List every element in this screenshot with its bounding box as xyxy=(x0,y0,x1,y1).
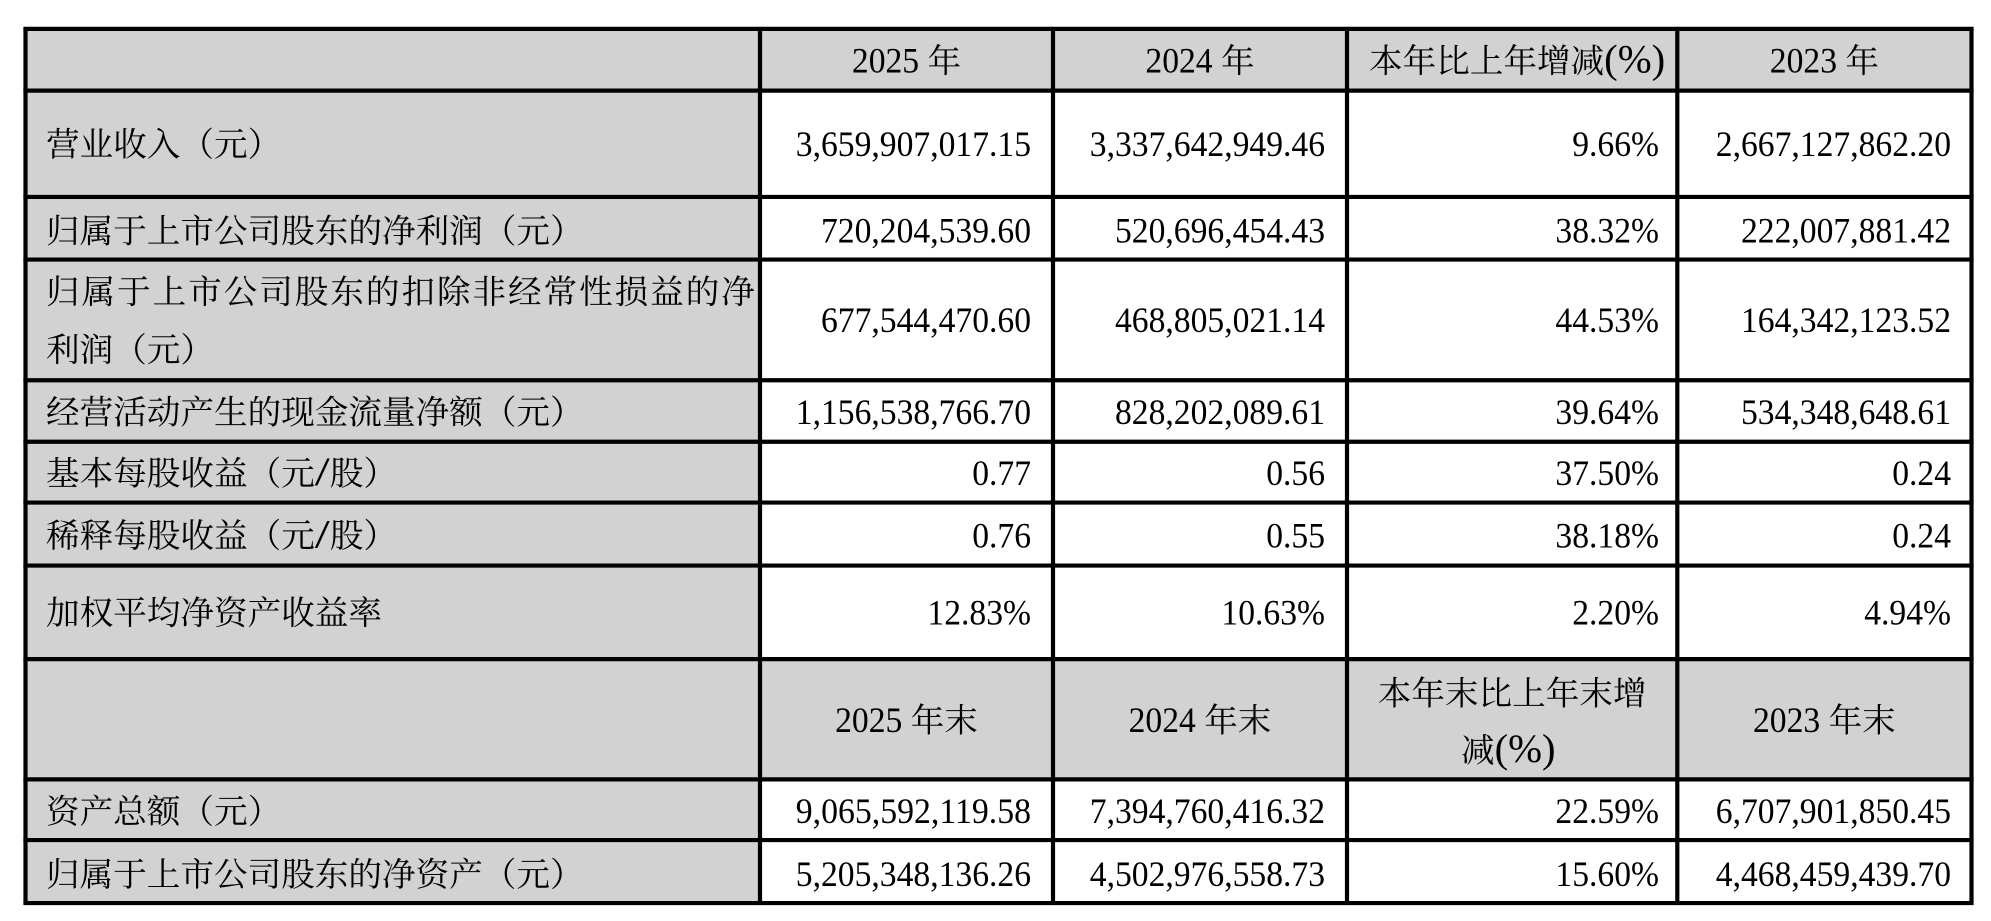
svg-text:15.60%: 15.60% xyxy=(1555,854,1659,894)
svg-text:10.63%: 10.63% xyxy=(1221,593,1325,633)
svg-text:468,805,021.14: 468,805,021.14 xyxy=(1115,300,1325,340)
svg-text:2025: 2025 xyxy=(852,41,919,81)
svg-text:720,204,539.60: 720,204,539.60 xyxy=(821,211,1031,251)
svg-text:2023: 2023 xyxy=(1753,700,1820,740)
svg-text:4,502,976,558.73: 4,502,976,558.73 xyxy=(1090,854,1325,894)
svg-text:38.18%: 38.18% xyxy=(1555,515,1659,555)
svg-text:2024: 2024 xyxy=(1129,700,1196,740)
svg-text:2023: 2023 xyxy=(1770,41,1837,81)
svg-text:164,342,123.52: 164,342,123.52 xyxy=(1741,300,1951,340)
svg-text:5,205,348,136.26: 5,205,348,136.26 xyxy=(796,854,1031,894)
svg-text:0.55: 0.55 xyxy=(1266,515,1325,555)
svg-text:677,544,470.60: 677,544,470.60 xyxy=(821,300,1031,340)
svg-text:(%): (%) xyxy=(1604,37,1665,82)
svg-text:534,348,648.61: 534,348,648.61 xyxy=(1741,392,1951,432)
svg-text:9.66%: 9.66% xyxy=(1572,124,1659,164)
svg-text:0.76: 0.76 xyxy=(972,515,1031,555)
svg-text:3,659,907,017.15: 3,659,907,017.15 xyxy=(796,124,1031,164)
svg-text:9,065,592,119.58: 9,065,592,119.58 xyxy=(796,791,1031,831)
svg-text:22.59%: 22.59% xyxy=(1555,791,1659,831)
svg-text:0.24: 0.24 xyxy=(1892,453,1951,493)
svg-text:44.53%: 44.53% xyxy=(1555,300,1659,340)
svg-text:3,337,642,949.46: 3,337,642,949.46 xyxy=(1090,124,1325,164)
svg-text:520,696,454.43: 520,696,454.43 xyxy=(1115,211,1325,251)
svg-text:/: / xyxy=(315,511,331,556)
svg-text:/: / xyxy=(315,449,331,494)
svg-text:828,202,089.61: 828,202,089.61 xyxy=(1115,392,1325,432)
svg-text:0.24: 0.24 xyxy=(1892,515,1951,555)
svg-text:6,707,901,850.45: 6,707,901,850.45 xyxy=(1716,791,1951,831)
svg-text:(%): (%) xyxy=(1495,726,1556,771)
svg-text:37.50%: 37.50% xyxy=(1555,453,1659,493)
svg-text:1,156,538,766.70: 1,156,538,766.70 xyxy=(796,392,1031,432)
svg-text:2.20%: 2.20% xyxy=(1572,593,1659,633)
svg-text:2025: 2025 xyxy=(835,700,902,740)
svg-text:2,667,127,862.20: 2,667,127,862.20 xyxy=(1716,124,1951,164)
svg-text:0.77: 0.77 xyxy=(972,453,1031,493)
svg-text:4,468,459,439.70: 4,468,459,439.70 xyxy=(1716,854,1951,894)
svg-text:38.32%: 38.32% xyxy=(1555,211,1659,251)
svg-text:7,394,760,416.32: 7,394,760,416.32 xyxy=(1090,791,1325,831)
svg-text:222,007,881.42: 222,007,881.42 xyxy=(1741,211,1951,251)
svg-text:39.64%: 39.64% xyxy=(1555,392,1659,432)
svg-text:0.56: 0.56 xyxy=(1266,453,1325,493)
svg-text:4.94%: 4.94% xyxy=(1864,593,1951,633)
svg-text:2024: 2024 xyxy=(1145,41,1212,81)
svg-text:12.83%: 12.83% xyxy=(927,593,1031,633)
